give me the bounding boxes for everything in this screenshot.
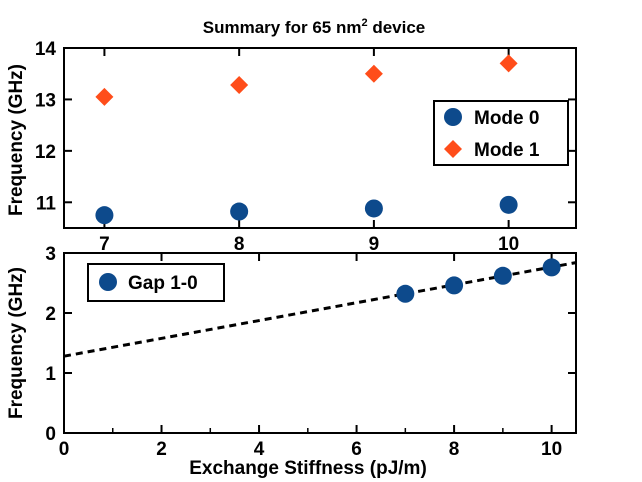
bottom-legend: Gap 1-0	[87, 263, 225, 302]
top-mode-0-point	[499, 195, 518, 214]
bottom-x-tick-label: 0	[59, 439, 70, 460]
bottom-gap-1-0-point	[445, 276, 464, 295]
bottom-panel: 0 1 2 3 0 2 4 6 8 10 Frequency (GHz) Exchange Sti…	[6, 244, 577, 479]
top-y-tick-label: 13	[35, 90, 56, 111]
chart-title-superscript: 2	[361, 17, 367, 29]
bottom-axes-frame	[63, 252, 577, 434]
bottom-x-tick-label: 4	[254, 439, 265, 460]
top-legend-label-1: Mode 1	[474, 140, 540, 161]
top-mode-1-point	[95, 87, 114, 106]
top-y-tick-label: 12	[35, 142, 56, 163]
bottom-legend-marker-0	[99, 273, 117, 291]
chart-title: Summary for 65 nm2 device	[203, 17, 426, 37]
bottom-gap-1-0-point	[493, 266, 512, 285]
top-legend-label-0: Mode 0	[474, 108, 539, 129]
top-y-axis-label: Frequency (GHz)	[6, 64, 27, 216]
top-legend-marker-0	[444, 108, 462, 126]
top-y-tick-label: 11	[36, 193, 57, 214]
top-y-tick-label: 14	[35, 39, 57, 60]
top-x-tick-label: 9	[369, 234, 380, 255]
top-mode-1-point	[230, 76, 249, 95]
bottom-x-tick-label: 10	[541, 439, 562, 460]
bottom-legend-label-0: Gap 1-0	[128, 273, 198, 294]
bottom-gap-1-0-point	[396, 284, 415, 303]
top-legend: Mode 0 Mode 1	[433, 100, 569, 166]
chart-title-main: Summary for 65 nm	[203, 18, 362, 37]
bottom-y-axis-label: Frequency (GHz)	[6, 267, 27, 419]
top-mode-0-point	[95, 206, 114, 225]
bottom-fit-line	[63, 261, 577, 358]
top-x-tick-label: 8	[234, 234, 245, 255]
bottom-y-tick-label: 2	[45, 304, 56, 325]
bottom-y-tick-label: 3	[45, 244, 56, 265]
bottom-y-tick-label: 1	[45, 364, 56, 385]
top-mode-1-point	[499, 54, 518, 73]
top-axes-frame	[63, 47, 577, 229]
bottom-x-axis-label: Exchange Stiffness (pJ/m)	[189, 458, 427, 479]
top-mode-0-point	[364, 199, 383, 218]
top-mode-0-point	[230, 202, 249, 221]
bottom-x-tick-label: 6	[351, 439, 362, 460]
bottom-marks	[63, 258, 577, 358]
top-x-tick-label: 10	[498, 234, 519, 255]
top-mode-1-point	[364, 64, 383, 83]
bottom-x-tick-label: 8	[449, 439, 460, 460]
bottom-gap-1-0-point	[542, 258, 561, 277]
bottom-y-tick-label: 0	[45, 424, 56, 445]
top-marks	[95, 54, 518, 225]
chart-title-tail: device	[368, 18, 426, 37]
bottom-x-tick-label: 2	[156, 439, 167, 460]
top-x-tick-label: 7	[99, 234, 110, 255]
top-legend-marker-1	[444, 140, 462, 158]
